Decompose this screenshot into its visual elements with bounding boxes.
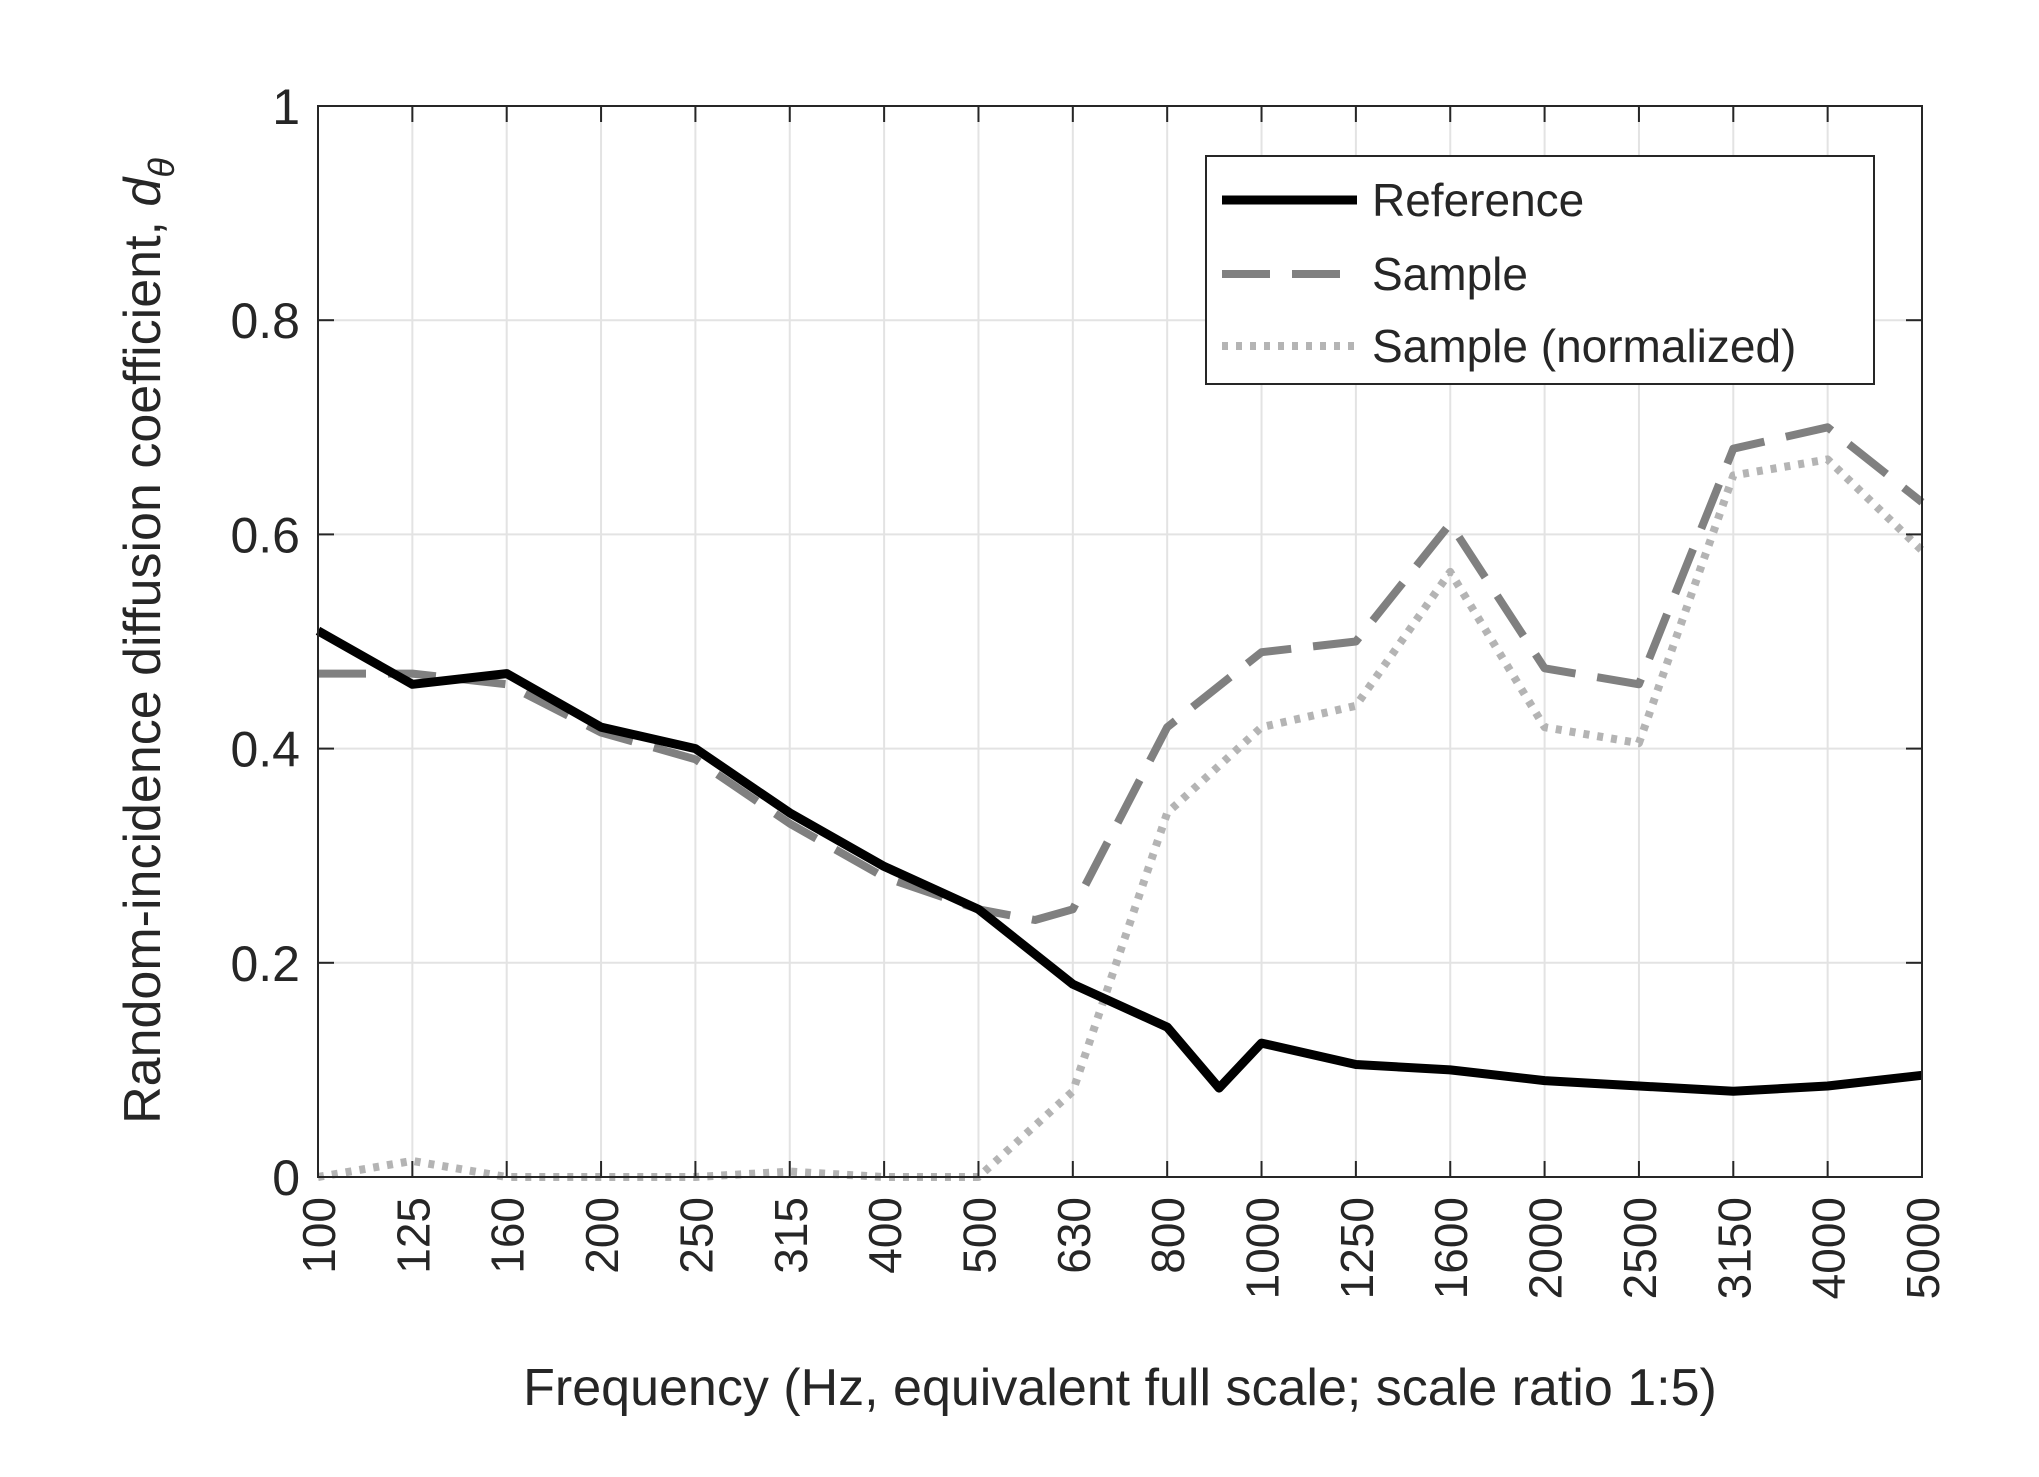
x-tick-label: 800: [1142, 1197, 1194, 1274]
y-axis-label-subscript: θ: [141, 158, 182, 178]
series-line-reference: [315, 626, 1923, 1096]
y-tick-label: 0: [272, 1150, 300, 1206]
legend-label-sample-normalized: Sample (normalized): [1372, 320, 1796, 372]
x-tick-label: 200: [576, 1197, 628, 1274]
x-tick-label: 1600: [1425, 1197, 1477, 1299]
legend-label-sample: Sample: [1372, 248, 1528, 300]
x-tick-label: 1250: [1331, 1197, 1383, 1299]
x-tick-label: 100: [293, 1197, 345, 1274]
x-tick-label: 2000: [1520, 1197, 1572, 1299]
y-tick-label: 0.8: [230, 293, 300, 349]
y-tick-label: 0.4: [230, 722, 300, 778]
x-tick-label: 1000: [1237, 1197, 1289, 1299]
x-tick-label: 2500: [1614, 1197, 1666, 1299]
x-tick-label: 400: [859, 1197, 911, 1274]
legend-label-reference: Reference: [1372, 174, 1584, 226]
x-tick-label: 160: [482, 1197, 534, 1274]
y-axis-label-symbol: d: [114, 176, 172, 207]
x-tick-label: 630: [1048, 1197, 1100, 1274]
y-axis-label-text: Random-incidence diffusion coefficient,: [114, 207, 172, 1124]
y-tick-label: 0.2: [230, 936, 300, 992]
y-tick-label: 0.6: [230, 507, 300, 563]
y-axis-label: Random-incidence diffusion coefficient, …: [114, 158, 182, 1124]
y-tick-label: 1: [272, 79, 300, 135]
x-tick-label: 315: [765, 1197, 817, 1274]
x-tick-label: 125: [387, 1197, 439, 1274]
x-axis-label: Frequency (Hz, equivalent full scale; sc…: [523, 1359, 1717, 1417]
x-tick-label: 3150: [1708, 1197, 1760, 1299]
axis-ticks: 100 125 160 200 250 315 400 500 630 800 1000 1250 16…: [230, 79, 1949, 1299]
legend: Reference Sample Sample (normalized): [1205, 155, 1875, 385]
x-tick-label: 500: [953, 1197, 1005, 1274]
x-tick-label: 5000: [1897, 1197, 1949, 1299]
series-line-sample: [318, 423, 1925, 924]
x-tick-label: 250: [670, 1197, 722, 1274]
x-tick-label: 4000: [1803, 1197, 1855, 1299]
plot-frame: [317, 105, 1923, 1178]
